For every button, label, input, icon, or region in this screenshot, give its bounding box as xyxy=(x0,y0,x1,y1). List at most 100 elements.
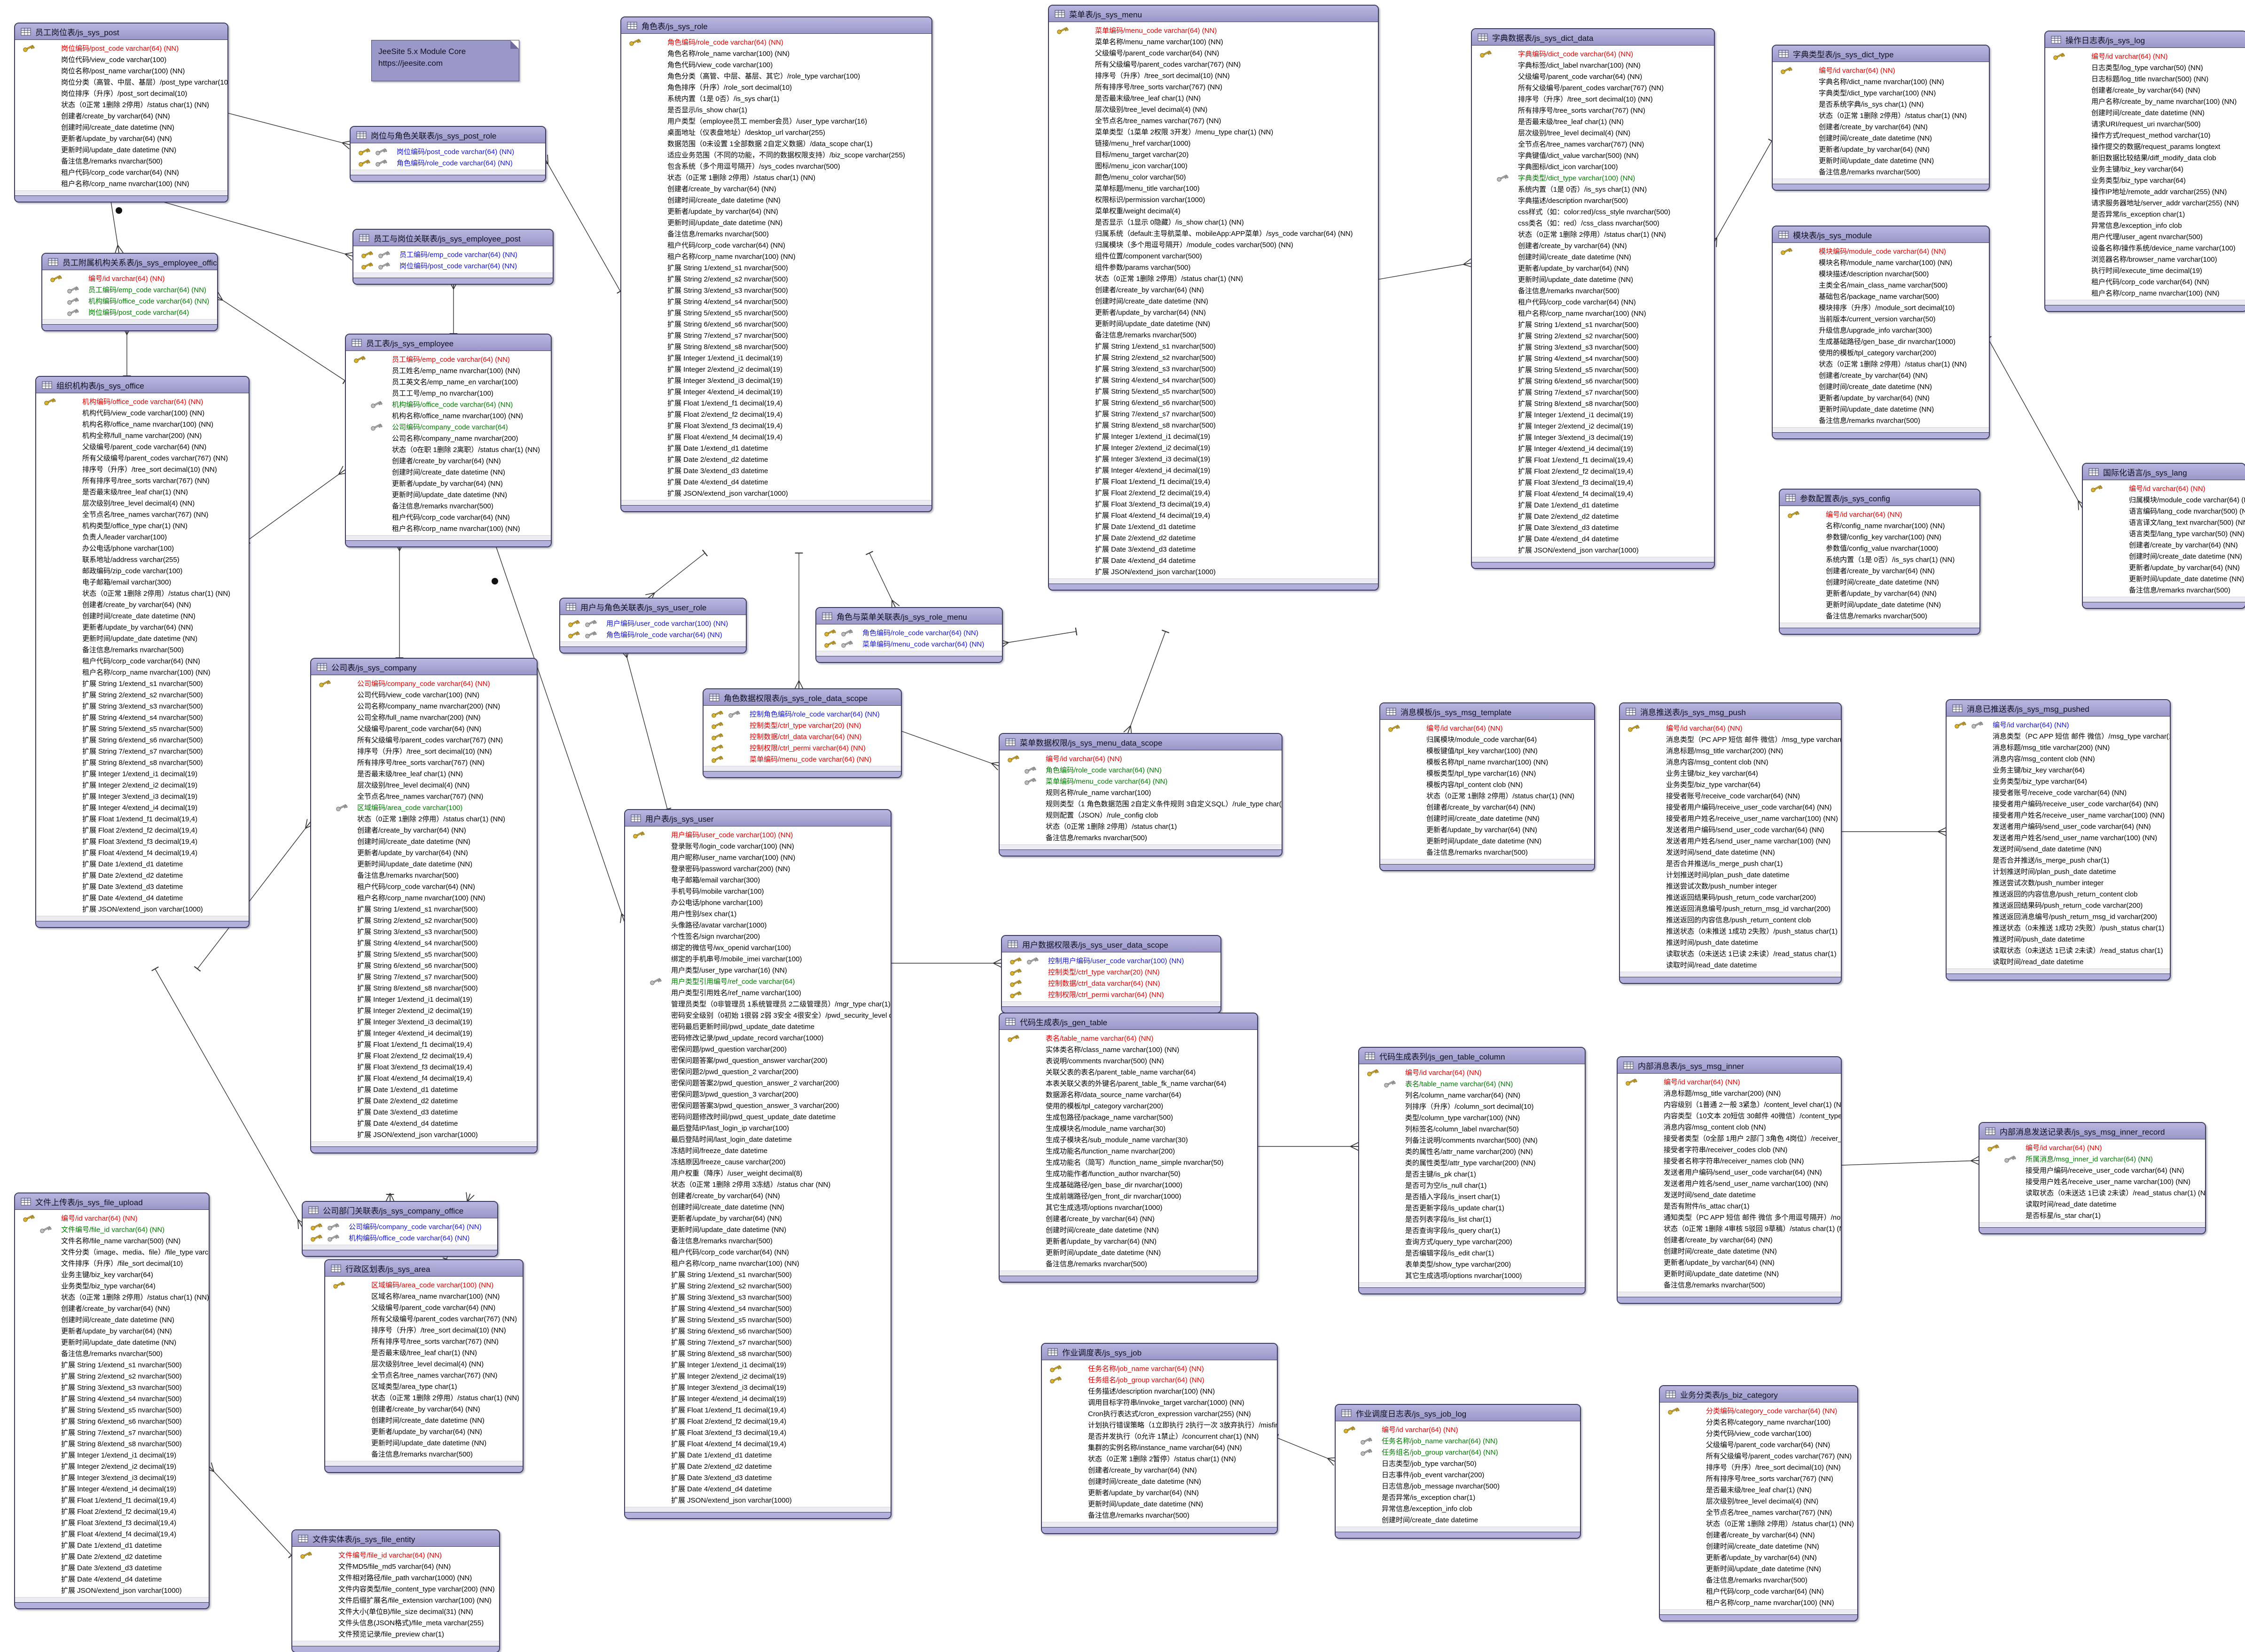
table-header-js_sys_post[interactable]: 员工岗位表/js_sys_post xyxy=(15,23,227,40)
field-row[interactable]: 扩展 String 3/extend_s3 nvarchar(500) xyxy=(625,1291,891,1302)
field-row[interactable]: 创建时间/create_date datetime (NN) xyxy=(325,1414,523,1426)
field-row[interactable]: 角色名称/role_name varchar(100) (NN) xyxy=(621,47,931,59)
field-row[interactable]: 扩展 String 2/extend_s2 nvarchar(500) xyxy=(36,689,249,700)
field-row[interactable]: 扩展 Date 2/extend_d2 datetime xyxy=(15,1551,209,1562)
field-row[interactable]: 生成包路径/package_name varchar(500) xyxy=(1000,1111,1257,1122)
field-row[interactable]: 创建时间/create_date datetime (NN) xyxy=(2083,550,2245,561)
field-row[interactable]: 扩展 Date 3/extend_d3 datetime xyxy=(311,1106,537,1117)
field-row[interactable]: 推送返回消息编号/push_return_msg_id varchar(200) xyxy=(1947,911,2170,922)
field-row[interactable]: 密码安全级别（0初始 1很弱 2弱 3安全 4很安全）/pwd_security… xyxy=(625,1009,891,1021)
field-row[interactable]: 推送状态（0未推送 1成功 2失败）/push_status char(1) xyxy=(1620,925,1841,936)
field-row[interactable]: 层次级别/tree_level decimal(4) (NN) xyxy=(1660,1495,1857,1506)
field-row[interactable]: 父级编号/parent_code varchar(64) (NN) xyxy=(311,723,537,734)
field-row[interactable]: 扩展 Float 1/extend_f1 decimal(19,4) xyxy=(1472,454,1714,465)
field-row[interactable]: 扩展 String 3/extend_s3 nvarchar(500) xyxy=(1472,341,1714,352)
field-row[interactable]: 日志标题/log_title nvarchar(500) (NN) xyxy=(2045,73,2245,84)
field-row[interactable]: 个性签名/sign nvarchar(200) xyxy=(625,930,891,942)
field-row[interactable]: 创建者/create_by varchar(64) (NN) xyxy=(1618,1234,1841,1245)
field-row[interactable]: 排序号（升序）/tree_sort decimal(10) (NN) xyxy=(36,463,249,475)
field-row[interactable]: 创建者/create_by varchar(64) (NN) xyxy=(311,824,537,835)
field-row[interactable]: 接受者用户编码/receive_user_code varchar(64) (N… xyxy=(1947,798,2170,809)
field-row[interactable]: 扩展 Integer 4/extend_i4 decimal(19) xyxy=(621,386,931,397)
field-row[interactable]: 创建时间/create_date datetime (NN) xyxy=(311,835,537,847)
field-row[interactable]: 扩展 Integer 4/extend_i4 decimal(19) xyxy=(1049,464,1378,475)
field-row[interactable]: 消息标题/msg_title varchar(200) (NN) xyxy=(1618,1087,1841,1099)
field-row[interactable]: 计划推送时间/plan_push_date datetime xyxy=(1947,865,2170,877)
field-row[interactable]: 状态（0正常 1删除 2停用）/status char(1) (NN) xyxy=(1773,358,1989,369)
field-row[interactable]: 日志事件/job_event varchar(200) xyxy=(1336,1469,1580,1480)
field-row[interactable]: 扩展 String 4/extend_s4 nvarchar(500) xyxy=(1049,374,1378,385)
field-row[interactable]: 控制数据/ctrl_data varchar(64) (NN) xyxy=(704,731,901,742)
field-row[interactable]: 规则名称/rule_name varchar(100) xyxy=(1000,787,1282,798)
field-row[interactable]: 列排序（升序）/column_sort decimal(10) xyxy=(1359,1100,1585,1112)
field-row[interactable]: 密保问题/pwd_question varchar(200) xyxy=(625,1043,891,1054)
field-row[interactable]: 所有排序号/tree_sorts varchar(767) (NN) xyxy=(325,1335,523,1347)
field-row[interactable]: 角色分类（高管、中层、基层、其它）/role_type varchar(100) xyxy=(621,70,931,81)
table-header-js_sys_module[interactable]: 模块表/js_sys_module xyxy=(1773,226,1989,243)
field-row[interactable]: 租户名称/corp_name nvarchar(100) (NN) xyxy=(15,178,227,189)
field-row[interactable]: 用户权重（降序）/user_weight decimal(8) xyxy=(625,1167,891,1178)
field-row[interactable]: 用户名称/create_by_name nvarchar(100) (NN) xyxy=(2045,95,2245,107)
field-row[interactable]: 业务主键/biz_key varchar(64) xyxy=(2045,163,2245,174)
field-row[interactable]: 扩展 Date 3/extend_d3 datetime xyxy=(36,881,249,892)
field-row[interactable]: 接受用户编码/receive_user_code varchar(64) (NN… xyxy=(1979,1164,2205,1176)
field-row[interactable]: 租户代码/corp_code varchar(64) (NN) xyxy=(621,239,931,250)
field-row[interactable]: 扩展 Float 4/extend_f4 decimal(19,4) xyxy=(1472,488,1714,499)
field-row[interactable]: 岗位排序（升序）/post_sort decimal(10) xyxy=(15,87,227,99)
field-row[interactable]: 发送者用户姓名/send_user_name varchar(100) (NN) xyxy=(1947,832,2170,843)
table-js_sys_menu_data_scope[interactable]: 菜单数据权限/js_sys_menu_data_scope 编号/id varch… xyxy=(999,733,1283,857)
field-row[interactable]: 接受者用户姓名/receive_user_name varchar(100) (… xyxy=(1947,809,2170,820)
field-row[interactable]: 更新时间/update_date datetime (NN) xyxy=(15,144,227,155)
field-row[interactable]: 日志信息/job_message nvarchar(500) xyxy=(1336,1480,1580,1491)
field-row[interactable]: 创建时间/create_date datetime (NN) xyxy=(621,194,931,205)
field-row[interactable]: 消息标题/msg_title varchar(200) (NN) xyxy=(1947,741,2170,753)
field-row[interactable]: 发送者用户编码/send_user_code varchar(64) (NN) xyxy=(1618,1166,1841,1177)
field-row[interactable]: 通知类型（PC APP 短信 邮件 微信 多个用逗号隔开）/notify_typ… xyxy=(1618,1211,1841,1223)
field-row[interactable]: 扩展 Float 4/extend_f4 decimal(19,4) xyxy=(621,431,931,442)
table-js_sys_msg_pushed[interactable]: 消息已推送表/js_sys_msg_pushed 编号/id varchar(64… xyxy=(1946,699,2171,981)
table-js_sys_file_entity[interactable]: 文件实体表/js_sys_file_entity 文件编号/file_id var… xyxy=(291,1529,500,1652)
field-row[interactable]: 角色编码/role_code varchar(64) (NN) xyxy=(1000,764,1282,775)
field-row[interactable]: 计划推送时间/plan_push_date datetime xyxy=(1620,869,1841,880)
field-row[interactable]: 扩展 Integer 1/extend_i1 decimal(19) xyxy=(15,1449,209,1460)
field-row[interactable]: 发送者用户编码/send_user_code varchar(64) (NN) xyxy=(1620,824,1841,835)
field-row[interactable]: 文件MD5/file_md5 varchar(64) (NN) xyxy=(292,1560,499,1572)
field-row[interactable]: 创建者/create_by varchar(64) (NN) xyxy=(1660,1529,1857,1540)
field-row[interactable]: 父级编号/parent_code varchar(64) (NN) xyxy=(1660,1439,1857,1450)
field-row[interactable]: 业务主键/biz_key varchar(64) xyxy=(15,1269,209,1280)
table-js_sys_company[interactable]: 公司表/js_sys_company 公司编码/company_code varc… xyxy=(310,658,538,1153)
field-row[interactable]: 是否最末级/tree_leaf char(1) (NN) xyxy=(36,486,249,497)
field-row[interactable]: 读取时间/read_date datetime xyxy=(1947,956,2170,967)
field-row[interactable]: 扩展 String 8/extend_s8 nvarchar(500) xyxy=(311,982,537,993)
field-row[interactable]: 创建者/create_by varchar(64) (NN) xyxy=(346,455,551,466)
field-row[interactable]: 岗位代码/view_code varchar(100) xyxy=(15,54,227,65)
field-row[interactable]: 扩展 Float 3/extend_f3 decimal(19,4) xyxy=(311,1061,537,1072)
table-header-js_sys_office[interactable]: 组织机构表/js_sys_office xyxy=(36,377,249,393)
field-row[interactable]: 创建时间/create_date datetime (NN) xyxy=(1773,132,1989,143)
field-row[interactable]: 管理员类型（0非管理员 1系统管理员 2二级管理员）/mgr_type char… xyxy=(625,998,891,1009)
field-row[interactable]: 备注信息/remarks nvarchar(500) xyxy=(1773,414,1989,426)
field-row[interactable]: 更新者/update_by varchar(64) (NN) xyxy=(15,1325,209,1336)
field-row[interactable]: 发送者用户姓名/send_user_name varchar(100) (NN) xyxy=(1620,835,1841,846)
field-row[interactable]: 创建者/create_by varchar(64) (NN) xyxy=(15,1302,209,1314)
field-row[interactable]: 岗位编码/post_code varchar(64) (NN) xyxy=(351,146,545,157)
field-row[interactable]: css类名（如：red）/css_class nvarchar(500) xyxy=(1472,217,1714,228)
field-row[interactable]: 文件名称/file_name varchar(500) (NN) xyxy=(15,1235,209,1246)
field-row[interactable]: 扩展 Date 3/extend_d3 datetime xyxy=(625,1472,891,1483)
table-js_sys_module[interactable]: 模块表/js_sys_module 模块编码/module_code varcha… xyxy=(1772,226,1990,439)
field-row[interactable]: 扩展 Float 1/extend_f1 decimal(19,4) xyxy=(625,1404,891,1415)
field-row[interactable]: 扩展 Date 4/extend_d4 datetime xyxy=(625,1483,891,1494)
field-row[interactable]: 生成功能名（简写）/function_name_simple nvarchar(… xyxy=(1000,1156,1257,1168)
field-row[interactable]: 创建者/create_by varchar(64) (NN) xyxy=(621,183,931,194)
field-row[interactable]: 扩展 String 1/extend_s1 nvarchar(500) xyxy=(311,903,537,914)
field-row[interactable]: 创建者/create_by varchar(64) (NN) xyxy=(1773,121,1989,132)
field-row[interactable]: 是否更新字段/is_update char(1) xyxy=(1359,1202,1585,1213)
field-row[interactable]: 创建时间/create_date datetime (NN) xyxy=(1660,1540,1857,1551)
field-row[interactable]: 登录账号/login_code varchar(100) (NN) xyxy=(625,840,891,851)
field-row[interactable]: 读取状态（0未送达 1已读 2未读）/read_status char(1) (… xyxy=(1979,1187,2205,1198)
field-row[interactable]: 排序号（升序）/tree_sort decimal(10) (NN) xyxy=(311,745,537,756)
field-row[interactable]: 扩展 String 5/extend_s5 nvarchar(500) xyxy=(36,723,249,734)
field-row[interactable]: 创建时间/create_date datetime (NN) xyxy=(36,610,249,621)
field-row[interactable]: 创建时间/create_date datetime (NN) xyxy=(1618,1245,1841,1256)
field-row[interactable]: 岗位编码/post_code varchar(64) (NN) xyxy=(353,260,553,271)
